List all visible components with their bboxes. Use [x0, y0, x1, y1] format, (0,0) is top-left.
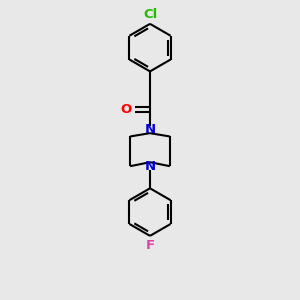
Text: O: O	[120, 103, 131, 116]
Text: N: N	[144, 160, 156, 173]
Text: N: N	[144, 123, 156, 136]
Text: F: F	[146, 238, 154, 251]
Text: Cl: Cl	[143, 8, 157, 21]
